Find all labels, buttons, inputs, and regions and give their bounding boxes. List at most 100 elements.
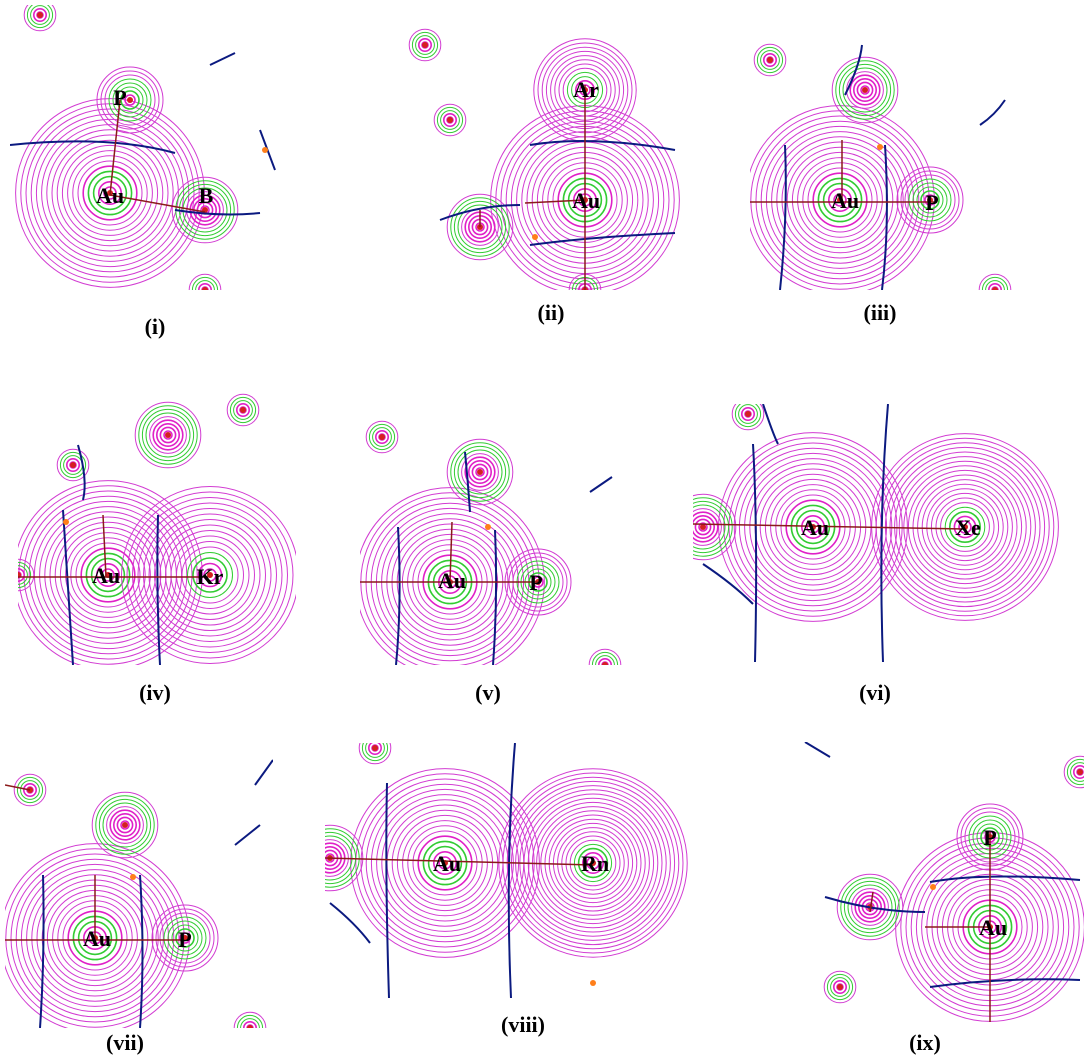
contour-line	[944, 506, 986, 548]
contour-line	[101, 568, 115, 582]
contour-line	[765, 125, 915, 275]
contour-panel-i: P Au B	[10, 5, 300, 290]
contour-line	[10, 853, 180, 1023]
contour-line	[368, 743, 382, 755]
contour-line	[15, 98, 205, 288]
contour-line	[1063, 755, 1084, 789]
contour-line	[103, 186, 117, 200]
contour-line	[365, 420, 399, 454]
contour-line	[854, 891, 886, 923]
contour-line	[847, 884, 893, 930]
atom-label: Ar	[573, 77, 599, 102]
atom-label: Au	[92, 563, 120, 588]
contour-line	[100, 70, 160, 130]
contour-line	[903, 465, 1027, 589]
panel-caption: (ix)	[909, 1030, 941, 1055]
contour-line	[407, 825, 483, 901]
contour-line	[812, 172, 868, 228]
contour-line	[15, 858, 175, 1018]
contour-line	[565, 835, 621, 891]
contour-line	[134, 401, 202, 469]
contour-line	[137, 502, 283, 648]
contour-line	[427, 845, 463, 881]
contour-line	[149, 416, 187, 454]
panel-caption: (vi)	[859, 680, 891, 705]
density-contours	[408, 28, 680, 290]
contour-line	[126, 491, 294, 659]
contour-line	[67, 150, 153, 236]
contour-line	[124, 94, 136, 106]
contour-line	[440, 110, 460, 130]
panel-caption: (v)	[475, 680, 501, 705]
contour-line	[325, 824, 364, 892]
nucleus-marker	[372, 745, 378, 751]
contour-line	[471, 463, 489, 481]
nucleus-marker	[862, 87, 868, 93]
panel-caption: (i)	[144, 314, 166, 339]
contour-line	[95, 795, 155, 855]
contour-line	[30, 5, 50, 25]
contour-line	[760, 50, 780, 70]
contour-line	[755, 115, 925, 285]
contour-line	[916, 186, 944, 214]
contour-line	[438, 856, 452, 870]
contour-line	[186, 191, 224, 229]
contour-line	[65, 532, 151, 618]
contour-line	[154, 519, 266, 631]
contour-line	[229, 396, 257, 424]
nucleus-marker	[247, 1025, 253, 1028]
contour-line	[853, 78, 878, 103]
contour-line	[138, 405, 198, 465]
contour-line	[588, 648, 622, 665]
contour-line	[415, 35, 435, 55]
contour-line	[723, 437, 903, 617]
nucleus-marker	[379, 434, 385, 440]
contour-line	[96, 66, 164, 134]
contour-line	[693, 504, 726, 550]
contour-line	[13, 773, 47, 807]
contour-line	[760, 120, 920, 280]
contour-line	[433, 851, 458, 876]
contour-line	[121, 486, 296, 664]
atom-label: Au	[979, 915, 1007, 940]
contour-line	[734, 404, 762, 428]
contour-line	[365, 743, 385, 758]
contour-panel-iii: Au P	[750, 5, 1020, 290]
contour-line	[833, 193, 847, 207]
contour-line	[20, 780, 40, 800]
contour-line	[408, 28, 442, 62]
atom-label: Au	[433, 851, 461, 876]
contour-line	[693, 493, 737, 561]
contour-line	[831, 56, 899, 124]
nucleus-marker	[447, 117, 453, 123]
contour-line	[446, 438, 514, 506]
contour-line	[940, 502, 990, 552]
contour-line	[87, 170, 133, 216]
contour-line	[450, 442, 510, 502]
atom-label: Au	[83, 926, 111, 951]
nucleus-marker	[240, 407, 246, 413]
contour-line	[907, 469, 1023, 585]
contour-line	[851, 888, 889, 926]
contour-line	[18, 561, 32, 589]
contour-line	[1070, 762, 1084, 782]
contour-line	[694, 518, 712, 536]
contour-line	[18, 558, 35, 592]
contour-line	[978, 273, 1012, 290]
contour-line	[91, 791, 159, 859]
contour-line	[838, 63, 892, 117]
contour-line	[917, 479, 1013, 575]
nucleus-marker	[422, 42, 428, 48]
contour-panel-viii: Au Rn	[325, 743, 715, 998]
contour-line	[361, 743, 389, 762]
contour-line	[171, 176, 239, 244]
contour-line	[25, 108, 195, 278]
contour-line	[54, 521, 162, 629]
contour-line	[985, 280, 1005, 290]
contour-line	[56, 448, 90, 482]
contour-line	[908, 178, 952, 222]
density-contours	[750, 43, 1012, 290]
contour-line	[26, 869, 164, 1007]
contour-line	[835, 60, 895, 120]
contour-line	[417, 835, 473, 891]
